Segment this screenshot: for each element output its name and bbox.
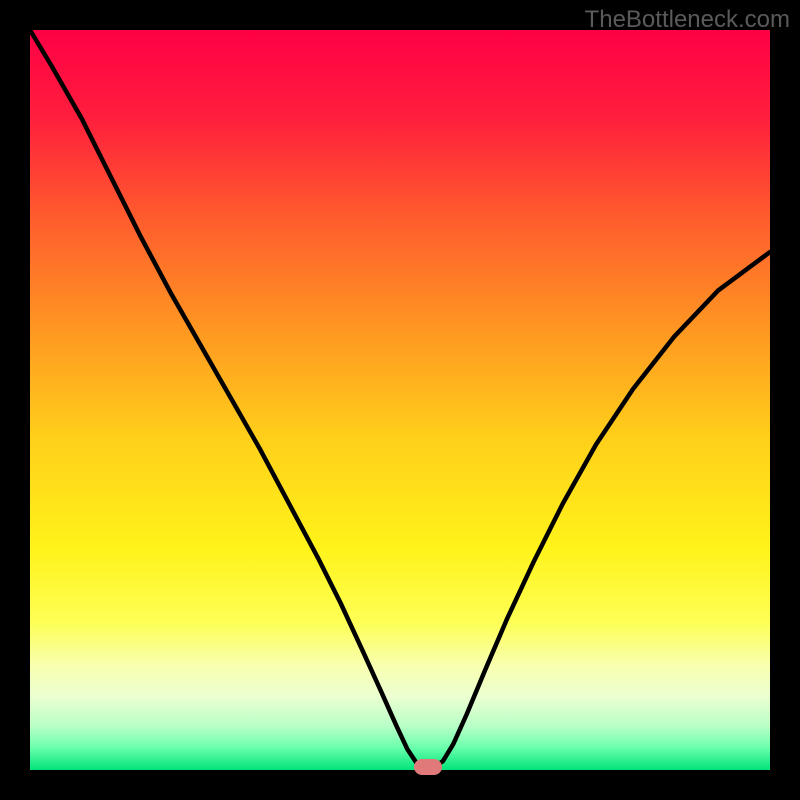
source-watermark: TheBottleneck.com bbox=[585, 6, 790, 34]
source-watermark-text: TheBottleneck.com bbox=[585, 6, 790, 33]
chart-canvas: TheBottleneck.com bbox=[0, 0, 800, 800]
bottleneck-curve bbox=[30, 30, 770, 770]
bottleneck-curve-path bbox=[30, 30, 770, 768]
optimal-point-marker bbox=[414, 759, 442, 775]
plot-area bbox=[30, 30, 770, 770]
